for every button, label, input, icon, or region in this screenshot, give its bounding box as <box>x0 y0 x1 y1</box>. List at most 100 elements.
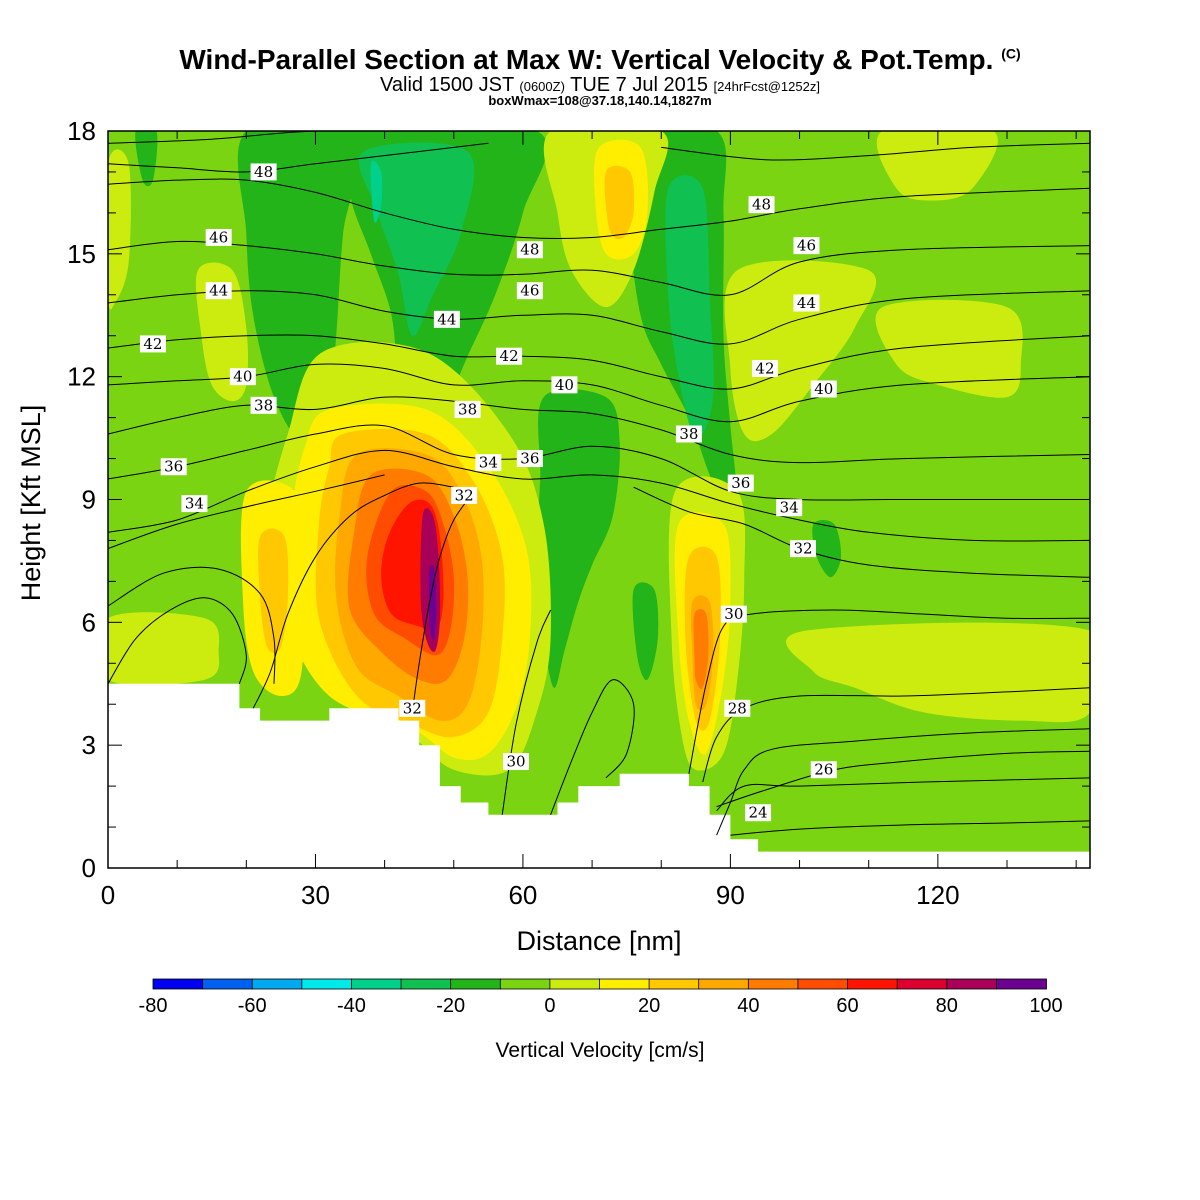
terrain-shape <box>108 683 1090 868</box>
contour-label-box <box>451 486 478 504</box>
colorbar-tick-label: -60 <box>238 995 267 1017</box>
contour-label: 40 <box>229 368 256 386</box>
contour-label-box <box>160 458 187 476</box>
theta-contour-line <box>688 609 1090 774</box>
colorbar-tick-label: 20 <box>638 995 660 1017</box>
contour-label-box <box>790 540 817 558</box>
contour-label: 42 <box>496 347 523 365</box>
theta-contour-line <box>633 486 1090 578</box>
y-axis-label: Height [Kft MSL] <box>16 405 46 602</box>
contour-label-box <box>727 474 754 492</box>
contour-label: 38 <box>675 425 702 443</box>
contour-label-box <box>205 228 232 246</box>
contour-label: 26 <box>810 761 837 779</box>
contour-label: 32 <box>451 486 478 504</box>
colorbar-swatch <box>599 978 651 990</box>
theta-contour-line <box>661 142 1090 161</box>
contour-label-box <box>181 495 208 513</box>
y-tick-label: 6 <box>82 607 96 637</box>
theta-contour-line <box>716 728 1090 836</box>
contour-label: 44 <box>205 282 232 300</box>
contour-label-box <box>776 499 803 517</box>
velocity-region <box>812 519 842 578</box>
theta-contour-line <box>108 178 1090 239</box>
y-tick-label: 12 <box>67 362 96 392</box>
colorbar-title: Vertical Velocity [cm/s] <box>496 1039 705 1062</box>
contour-label-box <box>745 804 772 822</box>
contour-label-text: 48 <box>752 196 771 214</box>
contour-label-text: 46 <box>209 228 228 246</box>
colorbar-tick-label: 60 <box>836 995 858 1017</box>
contour-label: 44 <box>793 294 820 312</box>
contour-label: 48 <box>748 196 775 214</box>
contour-label: 46 <box>205 228 232 246</box>
contour-label-text: 48 <box>520 241 539 259</box>
contour-label-box <box>250 163 277 181</box>
colorbar-tick-label: 100 <box>1029 995 1062 1017</box>
x-tick-label: 0 <box>101 880 115 910</box>
colorbar: -80 -60 -40 -20 0 20 40 60 80 100 <box>139 978 1063 1017</box>
contour-label-text: 44 <box>209 282 228 300</box>
x-tick-label: 120 <box>916 880 959 910</box>
contour-label-text: 46 <box>797 237 816 255</box>
colorbar-swatch <box>202 978 254 990</box>
contour-label-text: 32 <box>455 486 474 504</box>
velocity-region <box>875 299 1023 398</box>
contour-label-box <box>205 282 232 300</box>
chart-box-info: boxWmax=108@37.18,140.14,1827m <box>488 93 712 108</box>
colorbar-swatch <box>946 978 998 990</box>
contour-label-box <box>810 761 837 779</box>
velocity-region <box>536 389 620 688</box>
contour-label-box <box>250 396 277 414</box>
theta-contour-line <box>108 142 489 173</box>
theta-contour-line <box>108 474 385 550</box>
velocity-region <box>358 142 475 336</box>
colorbar-swatch <box>152 978 204 990</box>
theta-contour-line <box>550 679 635 815</box>
contour-label-box <box>139 335 166 353</box>
contour-label-box <box>516 241 543 259</box>
colorbar-tick-label: 0 <box>544 995 555 1017</box>
contour-label-text: 24 <box>749 804 768 822</box>
contour-label-text: 34 <box>479 454 498 472</box>
velocity-region <box>693 609 709 690</box>
velocity-region <box>135 131 158 187</box>
contour-label-box <box>748 196 775 214</box>
contour-label: 24 <box>745 804 772 822</box>
y-tick-label: 18 <box>67 116 96 146</box>
contour-label: 46 <box>793 237 820 255</box>
theta-contour-line <box>716 750 1090 808</box>
theta-contour-line <box>108 334 1090 390</box>
contour-label-text: 38 <box>458 400 477 418</box>
theta-contour-line <box>702 687 1090 783</box>
y-tick-label: 3 <box>82 730 96 760</box>
chart-subtitle: Valid 1500 JST (0600Z) TUE 7 Jul 2015 [2… <box>380 74 820 96</box>
potential-temperature-contours <box>108 131 1090 836</box>
theta-contour-line <box>730 820 1090 836</box>
contour-label-box <box>503 753 530 771</box>
contour-label: 30 <box>720 605 747 623</box>
contour-label-box <box>229 368 256 386</box>
contour-label: 48 <box>516 241 543 259</box>
x-tick-label: 60 <box>508 880 537 910</box>
contour-label: 48 <box>250 163 277 181</box>
theta-contour-line <box>108 131 454 144</box>
contour-label-text: 34 <box>185 495 204 513</box>
contour-label-text: 42 <box>755 359 774 377</box>
colorbar-tick-label: -40 <box>337 995 366 1017</box>
contour-label-text: 28 <box>728 699 747 717</box>
contour-label-box <box>551 376 578 394</box>
contour-label-text: 26 <box>814 761 833 779</box>
contour-label-box <box>793 237 820 255</box>
colorbar-swatch <box>847 978 899 990</box>
contour-label: 46 <box>516 282 543 300</box>
contour-label: 38 <box>454 400 481 418</box>
velocity-region <box>604 165 635 239</box>
contour-label-text: 42 <box>143 335 162 353</box>
contour-label-text: 38 <box>679 425 698 443</box>
contour-label-text: 42 <box>500 347 519 365</box>
x-tick-label: 90 <box>716 880 745 910</box>
contour-label-box <box>516 450 543 468</box>
contour-label: 30 <box>503 753 530 771</box>
